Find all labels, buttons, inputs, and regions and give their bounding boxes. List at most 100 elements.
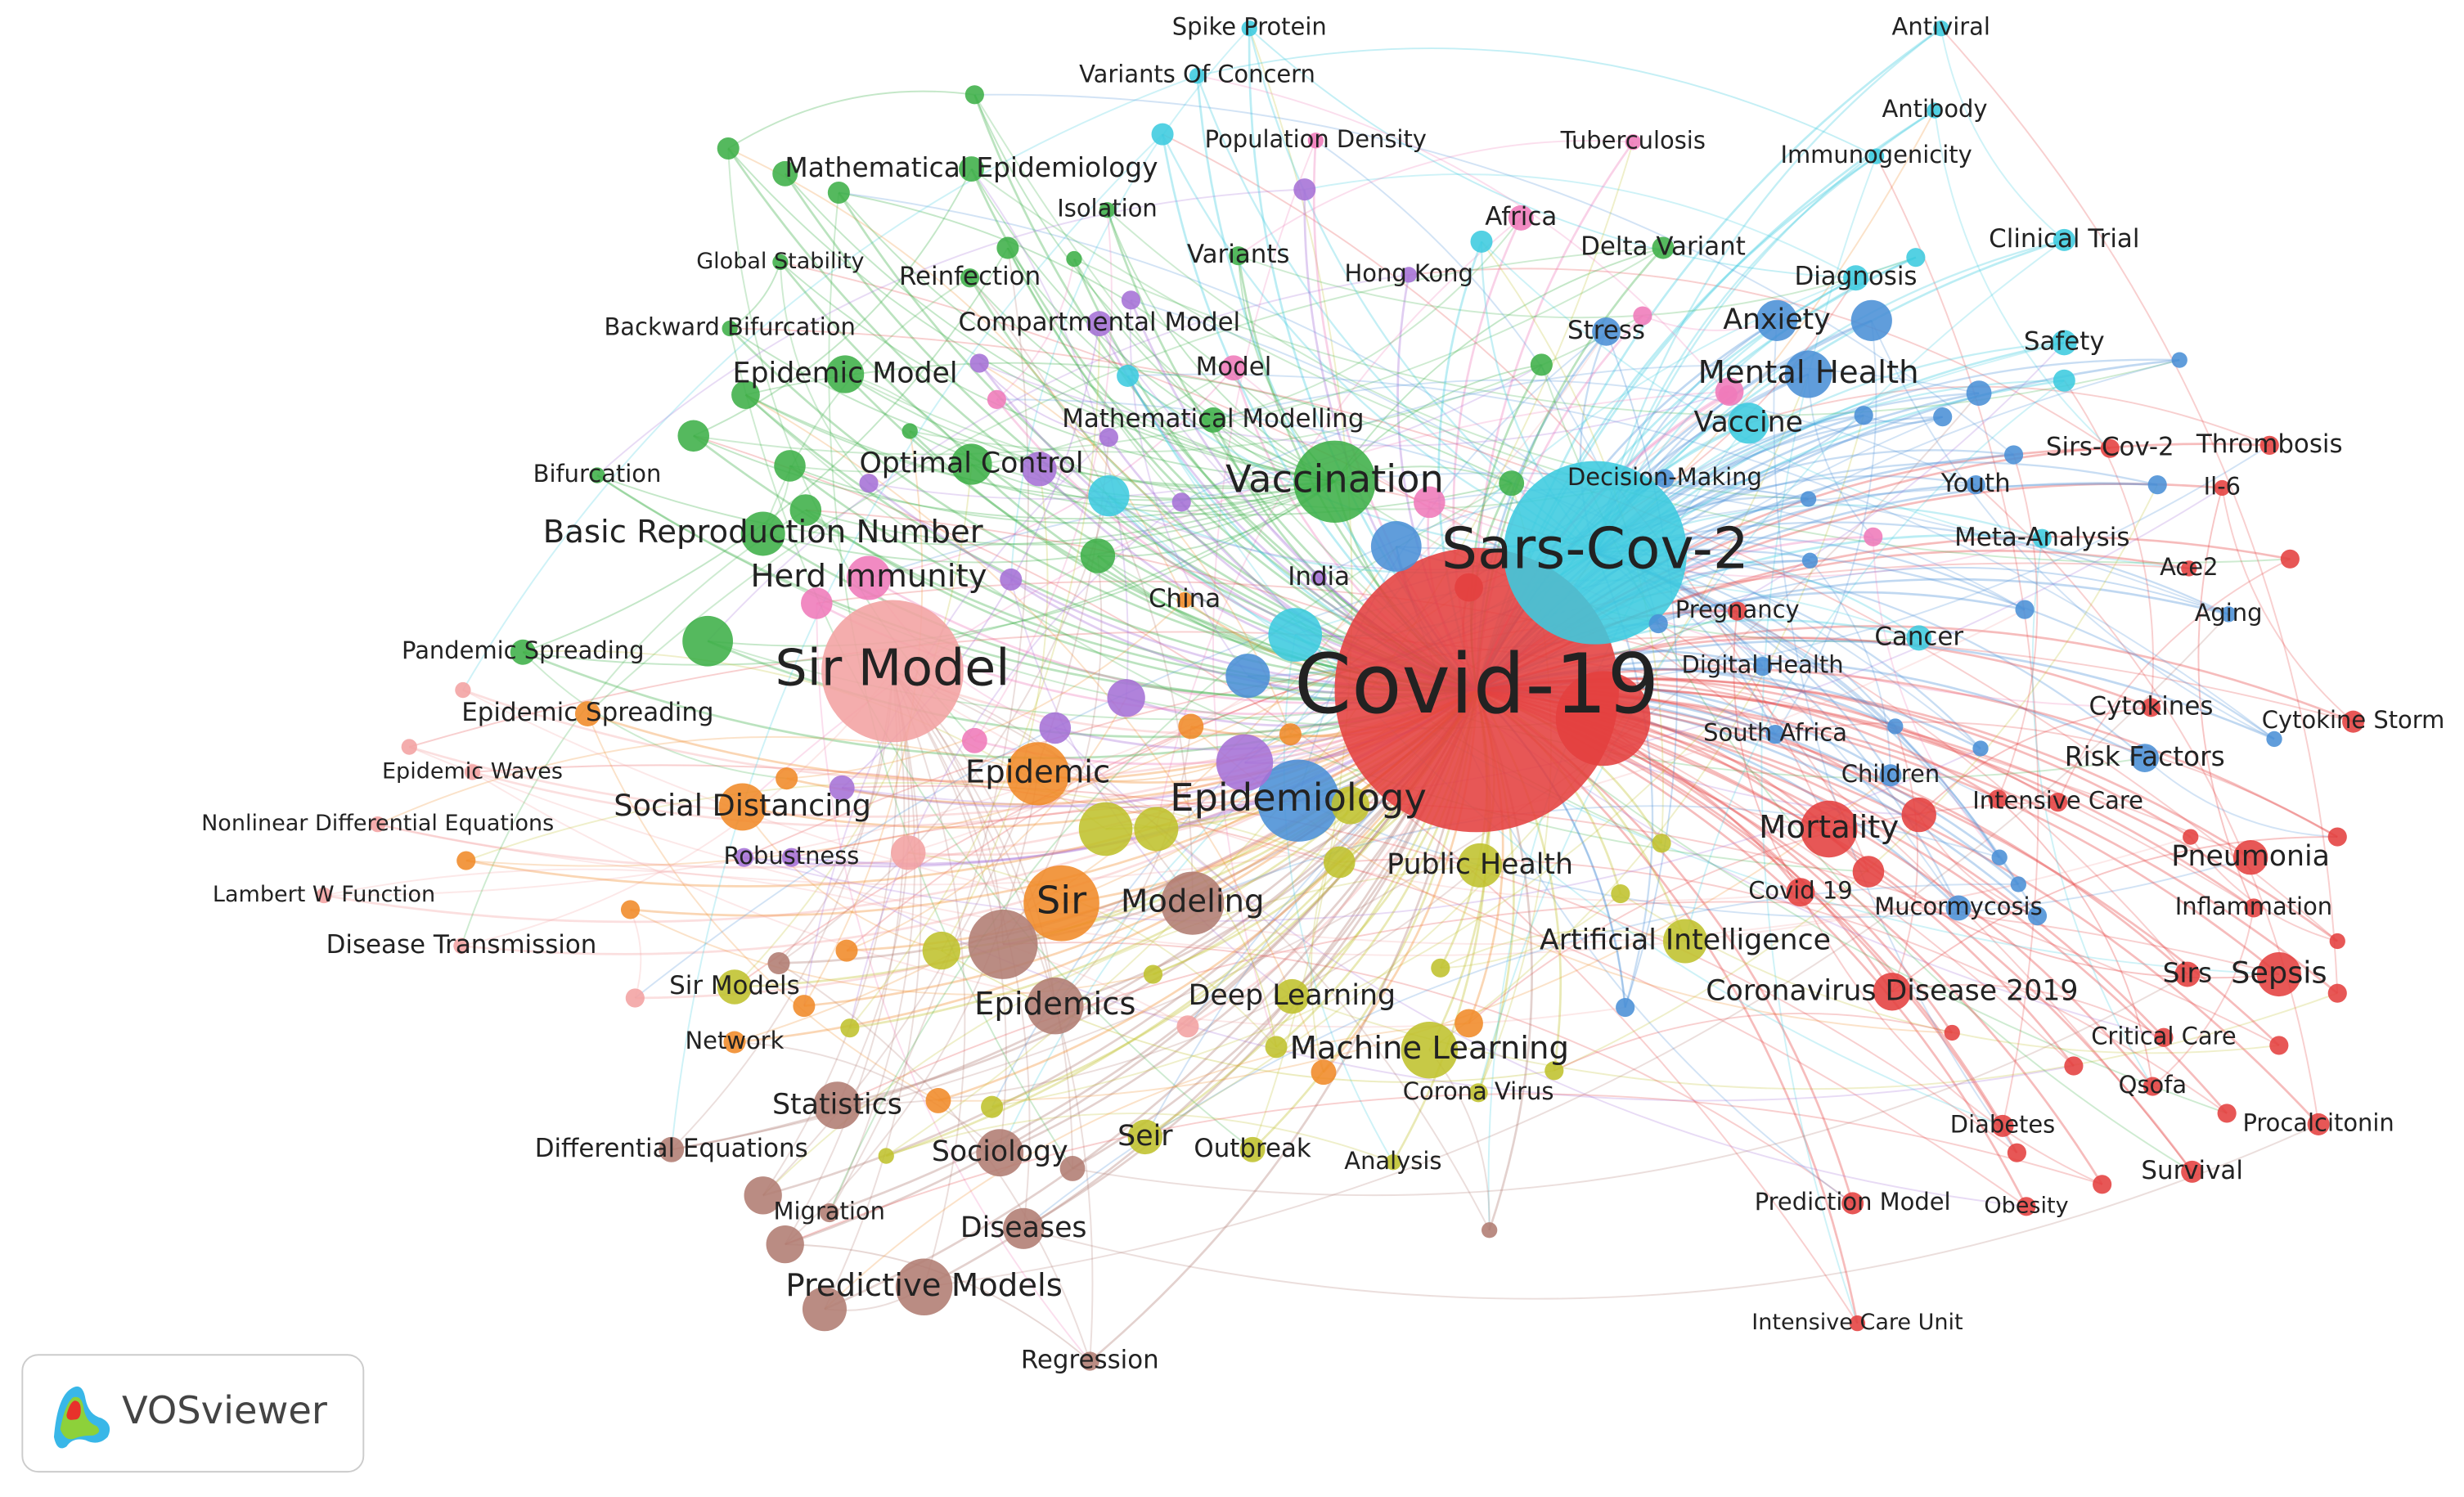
node (1873, 973, 1912, 1011)
node (2171, 352, 2187, 368)
edge (596, 188, 1305, 476)
node-label: Predictive Models (785, 1267, 1062, 1304)
edge (1594, 521, 2229, 615)
node-label: Epidemic (965, 753, 1110, 790)
edge (1197, 47, 1877, 157)
node (1080, 538, 1116, 573)
edge (2031, 538, 2154, 1087)
node-label: Safety (2024, 326, 2105, 356)
node-label: India (1288, 562, 1350, 591)
node (1616, 998, 1635, 1018)
edge (1440, 892, 1621, 969)
node (1728, 402, 1769, 444)
node (2010, 876, 2026, 892)
node (1257, 759, 1340, 842)
node-label: Sociology (932, 1135, 1068, 1168)
node (1221, 355, 1247, 381)
edge (828, 671, 916, 1213)
node (1331, 786, 1369, 825)
node-label: Seir (1117, 1120, 1173, 1153)
node (1107, 679, 1145, 717)
node (2259, 435, 2279, 455)
edge (727, 147, 1477, 691)
node (1225, 654, 1270, 699)
edge (522, 651, 787, 780)
node (456, 851, 476, 870)
edge (1918, 706, 2152, 816)
edge (1594, 358, 2180, 554)
node (1933, 407, 1953, 427)
edge (1248, 28, 1596, 554)
edge (671, 393, 1980, 1151)
node (718, 783, 767, 831)
edge (1657, 566, 2229, 625)
node (1544, 1061, 1564, 1081)
edge (2152, 907, 2255, 1087)
node (2051, 330, 2077, 356)
edge (839, 191, 1336, 483)
edge (1468, 801, 2058, 1024)
node (835, 939, 858, 962)
edge (2221, 488, 2354, 722)
node (964, 85, 984, 105)
node-label: Vaccine (1693, 406, 1803, 438)
edge (780, 261, 1335, 483)
edge (974, 93, 2015, 456)
node (846, 555, 892, 600)
edge (2063, 380, 2154, 708)
node (1843, 265, 1868, 291)
edge (729, 262, 781, 330)
edge (729, 327, 1335, 488)
edge (786, 599, 1185, 780)
node (1022, 452, 1057, 487)
edge (465, 781, 1340, 863)
node (1655, 469, 1675, 488)
node-label: Aging (2195, 599, 2263, 627)
node (589, 467, 605, 483)
edge (1212, 379, 1976, 486)
node (1800, 491, 1817, 507)
edge (465, 587, 1470, 867)
node (1718, 385, 1738, 405)
node-label: Deep Learning (1189, 979, 1396, 1012)
node-label: Sir (1036, 879, 1087, 923)
edge (1054, 726, 1192, 1007)
edge (1333, 247, 1664, 483)
node (1753, 657, 1773, 677)
node (1966, 475, 1985, 495)
edge (1891, 983, 2165, 1039)
node (2307, 1113, 2330, 1135)
node (1933, 20, 1949, 37)
node (1200, 407, 1226, 433)
node (1458, 843, 1503, 888)
node (1307, 133, 1324, 149)
node-label: Clinical Trial (1989, 224, 2139, 254)
node (1611, 884, 1630, 904)
edge (323, 868, 1189, 1027)
edge (693, 434, 1859, 1324)
edge (1238, 140, 1634, 257)
node-label: Modeling (1121, 883, 1265, 920)
node (1413, 486, 1446, 519)
node (1800, 800, 1858, 858)
edge (727, 147, 1185, 600)
edge (778, 962, 1091, 1362)
edge (1997, 798, 2154, 1087)
edge (587, 247, 1664, 715)
node (2141, 698, 2161, 717)
logo-icon (53, 1386, 110, 1449)
node (2280, 549, 2300, 569)
node (1504, 461, 1687, 645)
node-label: Cytokine Storm (2262, 706, 2445, 734)
edge (587, 713, 939, 1102)
node-label: Population Density (1205, 125, 1427, 153)
edge (969, 277, 1194, 904)
edge (1872, 537, 2000, 858)
node (734, 847, 754, 867)
edge (1212, 217, 1522, 421)
edge (1297, 799, 2251, 919)
node-label: Reinfection (899, 262, 1041, 291)
logo: VOSviewer (21, 1354, 365, 1473)
edge (708, 480, 1336, 647)
edge (892, 670, 1491, 1231)
